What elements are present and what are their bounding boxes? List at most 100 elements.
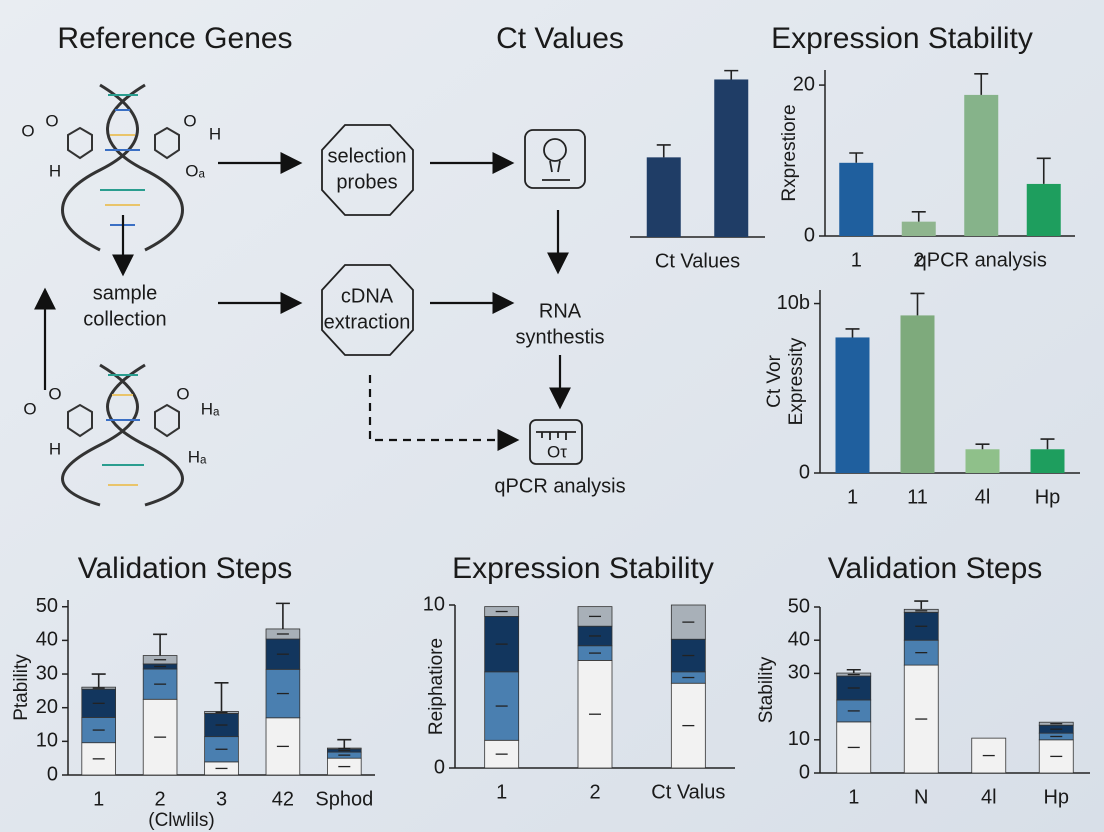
error-bar (1036, 157, 1051, 184)
bar (964, 94, 999, 237)
error-bar (153, 633, 168, 656)
error-bar (974, 72, 989, 95)
dna-bottom (61, 363, 184, 507)
error-bar (849, 152, 864, 163)
x-tick-label: 4l (981, 786, 997, 808)
y-axis-label: Rxprestiore (779, 104, 800, 201)
x-tick-label: 1 (93, 788, 104, 810)
chem-label: O (45, 111, 58, 130)
error-bar (656, 144, 671, 158)
node-label: qPCR analysis (494, 475, 625, 497)
x-tick-label: 2 (589, 781, 600, 803)
x-tick-label: N (914, 786, 928, 808)
x-tick-label: 11 (907, 486, 928, 508)
error-bar (975, 443, 990, 450)
y-axis-label: Ptability (11, 654, 32, 721)
x-tick-label: 42 (272, 788, 294, 810)
x-tick-label: Hp (1043, 786, 1069, 808)
x-tick-label: Ct Valus (651, 781, 725, 803)
x-tick-label: 3 (216, 788, 227, 810)
chem-label: O (23, 399, 36, 418)
error-bar (846, 668, 861, 674)
error-bar (275, 602, 290, 629)
node-label: sample (93, 282, 157, 304)
y-tick-label: 20 (793, 73, 815, 95)
section-title: Reference Genes (57, 22, 292, 55)
chem-label: Hₐ (201, 399, 220, 418)
node-label: synthestis (516, 326, 605, 348)
y-tick-label: 10b (777, 292, 810, 314)
y-tick-label: 40 (788, 628, 810, 650)
error-bar (1040, 438, 1055, 450)
flow-shapes (321, 124, 586, 465)
chem-label: H (49, 439, 61, 458)
y-tick-label: 0 (434, 756, 445, 778)
y-tick-label: 30 (788, 662, 810, 684)
x-tick-label: 1 (496, 781, 507, 803)
y-tick-label: 10 (788, 728, 810, 750)
y-axis-label: Expressity (786, 337, 807, 425)
y-tick-label: 50 (36, 595, 58, 617)
error-bar (214, 681, 229, 712)
y-tick-label: 30 (36, 662, 58, 684)
chem-label: O (183, 111, 196, 130)
y-tick-label: 10 (36, 730, 58, 752)
node-label: Oτ (547, 442, 567, 461)
bar (714, 79, 749, 237)
x-tick-label: 1 (851, 249, 862, 271)
error-bar (845, 328, 860, 338)
node-label: RNA (539, 300, 582, 322)
node-label: cDNA (341, 285, 394, 307)
y-tick-label: 0 (799, 761, 810, 783)
bar (1026, 183, 1061, 236)
chem-label: Oₐ (185, 161, 205, 180)
x-tick-label: 2 (913, 249, 924, 271)
y-tick-label: 40 (36, 629, 58, 651)
arrows (34, 152, 571, 451)
x-axis-label: Ct Values (655, 250, 740, 272)
y-tick-label: 0 (799, 461, 810, 483)
y-tick-label: 50 (788, 595, 810, 617)
x-tick-label: Sphod (315, 788, 373, 810)
chem-label: H (209, 124, 221, 143)
x-axis-label: (Clwlils) (148, 810, 214, 831)
bar (900, 315, 935, 473)
node-label: extraction (324, 311, 411, 333)
chart-title: Ct Values (496, 22, 624, 55)
chart-title: Expression Stability (771, 22, 1033, 55)
chart-title: Expression Stability (452, 552, 714, 585)
chem-label: O (21, 121, 34, 140)
chart-title: Validation Steps (78, 552, 293, 585)
node-label: selection (328, 145, 407, 167)
bar (646, 157, 681, 237)
y-tick-label: 0 (47, 763, 58, 785)
y-tick-label: 10 (423, 593, 445, 615)
x-tick-label: qPCR analysis (916, 249, 1047, 271)
x-tick-label: 1 (848, 786, 859, 808)
bar (1030, 449, 1065, 473)
bar (965, 449, 1000, 473)
x-tick-label: Hp (1035, 486, 1061, 508)
y-tick-label: 0 (804, 224, 815, 246)
x-tick-label: 2 (155, 788, 166, 810)
y-axis-label: Stability (756, 656, 777, 723)
y-axis-label: Ct Vor (764, 354, 785, 407)
bar (901, 221, 936, 236)
error-bar (914, 600, 929, 610)
chart-title: Validation Steps (828, 552, 1043, 585)
x-tick-label: 4l (975, 486, 991, 508)
node-label: collection (83, 308, 166, 330)
bar-segment (484, 616, 520, 673)
y-axis-label: Reiphatiore (426, 638, 447, 735)
node-label: probes (336, 171, 397, 193)
error-bar (91, 673, 106, 688)
dna-top (61, 83, 184, 252)
bar-segment (142, 698, 178, 776)
bar (835, 337, 870, 473)
bar (839, 162, 874, 236)
error-bar (724, 69, 739, 80)
chem-label: Hₐ (188, 447, 207, 466)
error-bar (337, 738, 352, 749)
